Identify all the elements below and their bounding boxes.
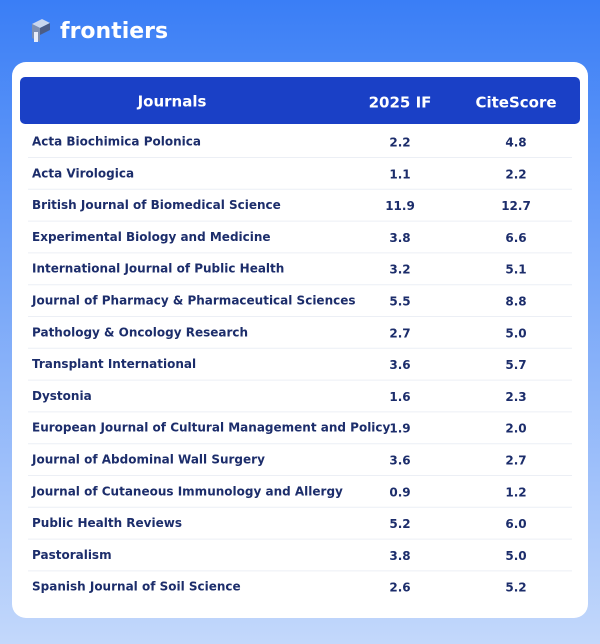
journal-name: Pastoralism <box>32 548 112 562</box>
journal-name: British Journal of Biomedical Science <box>32 198 281 212</box>
citescore: 6.6 <box>505 231 526 245</box>
header-cell: CiteScore <box>475 94 556 112</box>
citescore: 5.7 <box>505 358 526 372</box>
card <box>12 62 588 618</box>
journal-name: Dystonia <box>32 389 92 403</box>
citescore: 5.0 <box>505 326 526 340</box>
table-header <box>20 77 580 124</box>
citescore: 1.2 <box>505 485 526 499</box>
citescore: 2.7 <box>505 454 526 468</box>
impact-factor: 3.8 <box>389 549 410 563</box>
journal-name: Journal of Abdominal Wall Surgery <box>31 453 265 467</box>
citescore: 4.8 <box>505 136 526 150</box>
journal-name: European Journal of Cultural Management … <box>32 421 391 435</box>
impact-factor: 5.2 <box>389 517 410 531</box>
impact-factor: 5.5 <box>389 295 410 309</box>
impact-factor: 2.7 <box>389 326 410 340</box>
citescore: 8.8 <box>505 295 526 309</box>
journal-name: Experimental Biology and Medicine <box>32 230 271 244</box>
impact-factor: 3.2 <box>389 263 410 277</box>
citescore: 5.2 <box>505 581 526 595</box>
logo-text: frontiers <box>60 19 168 44</box>
journal-name: Journal of Pharmacy & Pharmaceutical Sci… <box>31 294 356 308</box>
journal-name: Journal of Cutaneous Immunology and Alle… <box>31 484 343 498</box>
impact-factor: 0.9 <box>389 485 410 499</box>
journal-name: Acta Virologica <box>32 166 134 180</box>
journal-name: Acta Biochimica Polonica <box>32 135 201 149</box>
citescore: 12.7 <box>501 199 531 213</box>
impact-factor: 1.9 <box>389 422 410 436</box>
journal-name: International Journal of Public Health <box>32 262 284 276</box>
citescore: 2.0 <box>505 422 526 436</box>
citescore: 5.0 <box>505 549 526 563</box>
citescore: 6.0 <box>505 517 526 531</box>
journal-name: Transplant International <box>32 357 196 371</box>
journal-name: Public Health Reviews <box>32 516 182 530</box>
citescore: 2.3 <box>505 390 526 404</box>
journal-name: Spanish Journal of Soil Science <box>32 580 241 594</box>
citescore: 2.2 <box>505 167 526 181</box>
journal-name: Pathology & Oncology Research <box>32 325 248 339</box>
logo-icon <box>32 19 50 42</box>
impact-factor: 3.8 <box>389 231 410 245</box>
impact-factor: 2.2 <box>389 136 410 150</box>
impact-factor: 11.9 <box>385 199 415 213</box>
header-cell: 2025 IF <box>369 94 432 112</box>
header-cell: Journals <box>137 93 207 111</box>
citescore: 5.1 <box>505 263 526 277</box>
impact-factor: 3.6 <box>389 358 410 372</box>
impact-factor: 3.6 <box>389 454 410 468</box>
impact-factor: 1.1 <box>389 167 410 181</box>
impact-factor: 2.6 <box>389 581 410 595</box>
impact-factor: 1.6 <box>389 390 410 404</box>
